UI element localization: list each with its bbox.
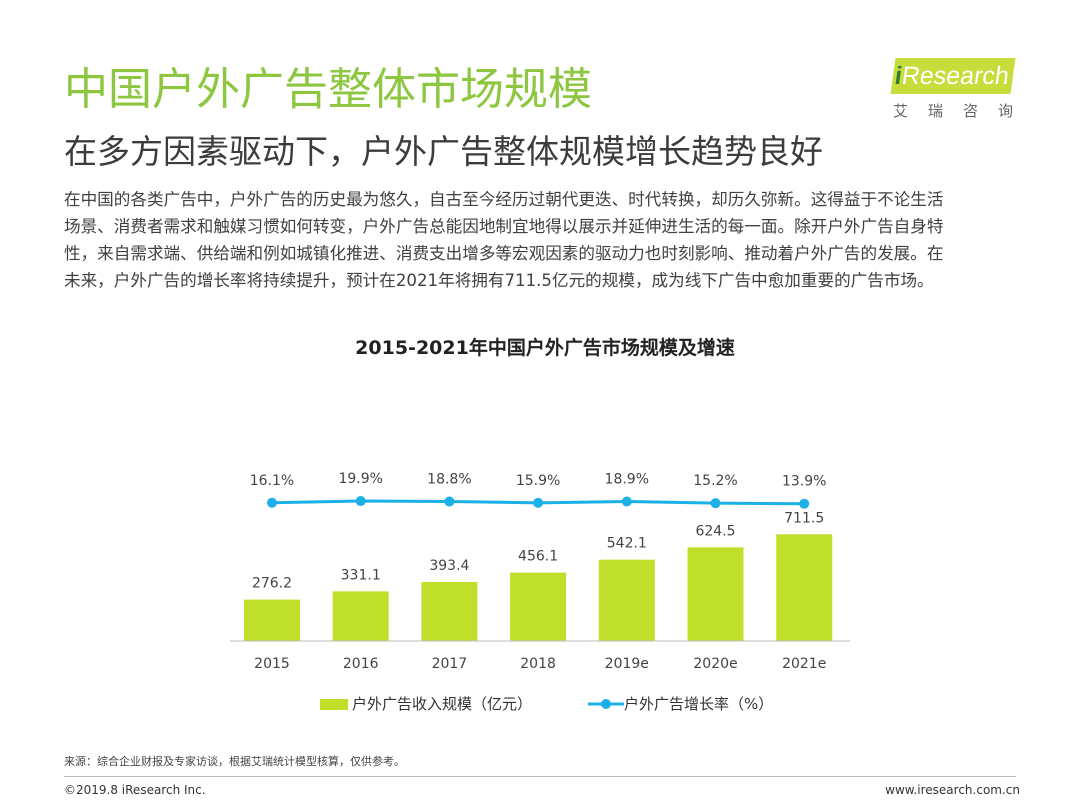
page-subtitle: 在多方因素驱动下，户外广告整体规模增长趋势良好: [64, 132, 823, 171]
growth-value-label: 18.8%: [427, 472, 471, 488]
legend-bar-label: 户外广告收入规模（亿元）: [352, 695, 533, 713]
logo-word-rest: Research: [899, 62, 1011, 90]
growth-value-label: 16.1%: [250, 473, 294, 489]
bar-value-label: 624.5: [695, 523, 735, 539]
growth-point-2018: [533, 497, 544, 508]
growth-value-label: 13.9%: [782, 474, 826, 490]
logo-wordmark: iResearch: [890, 58, 1016, 94]
legend-line-swatch: [588, 699, 624, 709]
legend-line-label: 户外广告增长率（%）: [624, 695, 774, 713]
bar-value-label: 331.1: [341, 567, 381, 583]
bar-2015: [244, 599, 300, 641]
x-tick-label: 2020e: [693, 656, 737, 672]
copyright-text: ©2019.8 iResearch Inc.: [64, 783, 206, 797]
growth-value-label: 15.9%: [516, 473, 560, 489]
iresearch-logo: iResearch 艾瑞咨询: [890, 58, 1034, 120]
bar-2017: [421, 581, 478, 641]
bar-value-label: 711.5: [784, 510, 824, 526]
bar-value-label: 542.1: [607, 536, 647, 552]
growth-point-2019e: [621, 496, 632, 507]
growth-point-2021e: [799, 498, 810, 509]
x-tick-label: 2015: [254, 656, 290, 672]
x-tick-layer: 2015 2016 2017 2018 2019e 2020e 2021e: [254, 656, 826, 672]
bar-2021e: [776, 534, 833, 641]
bar-value-label: 393.4: [429, 558, 469, 574]
bar-value-label: 456.1: [518, 549, 558, 565]
intro-paragraph: 在中国的各类广告中，户外广告的历史最为悠久，自古至今经历过朝代更迭、时代转换，却…: [64, 190, 944, 290]
bar-2018: [510, 572, 567, 641]
bar-2019e: [598, 559, 655, 641]
legend-bar-swatch: [320, 699, 348, 710]
x-tick-label: 2019e: [605, 656, 649, 672]
growth-point-2020e: [710, 498, 721, 509]
growth-value-label: 18.9%: [605, 471, 649, 487]
market-size-chart: 16.1% 19.9% 18.8% 15.9% 18.9% 15.2% 13.9% 276.…: [230, 471, 850, 672]
growth-point-2017: [444, 496, 455, 507]
source-note: 来源：综合企业财报及专家访谈，根据艾瑞统计模型核算，仅供参考。: [64, 755, 405, 768]
chart-title: 2015-2021年中国户外广告市场规模及增速: [355, 337, 735, 359]
website-url: www.iresearch.com.cn: [885, 783, 1020, 797]
bar-value-label: 276.2: [252, 576, 292, 592]
x-tick-label: 2017: [432, 656, 468, 672]
x-tick-label: 2016: [343, 656, 379, 672]
growth-rate-line-layer: 16.1% 19.9% 18.8% 15.9% 18.9% 15.2% 13.9%: [250, 471, 826, 509]
bar-2016: [332, 591, 389, 641]
x-tick-label: 2021e: [782, 656, 826, 672]
x-tick-label: 2018: [520, 656, 556, 672]
growth-value-label: 19.9%: [338, 471, 382, 487]
legend-item-line: 户外广告增长率（%）: [588, 693, 773, 715]
page-title: 中国户外广告整体市场规模: [64, 64, 592, 115]
logo-chinese-name: 艾瑞咨询: [893, 102, 1034, 120]
legend-item-bar: 户外广告收入规模（亿元）: [320, 693, 532, 715]
growth-point-2015: [267, 497, 277, 508]
market-size-bar-layer: 276.2 331.1 393.4 456.1 542.1 624.5 711.5: [244, 510, 833, 641]
bar-2020e: [687, 547, 744, 641]
growth-point-2016: [355, 496, 366, 507]
growth-value-label: 15.2%: [693, 473, 737, 489]
footer-divider: [64, 776, 1016, 777]
